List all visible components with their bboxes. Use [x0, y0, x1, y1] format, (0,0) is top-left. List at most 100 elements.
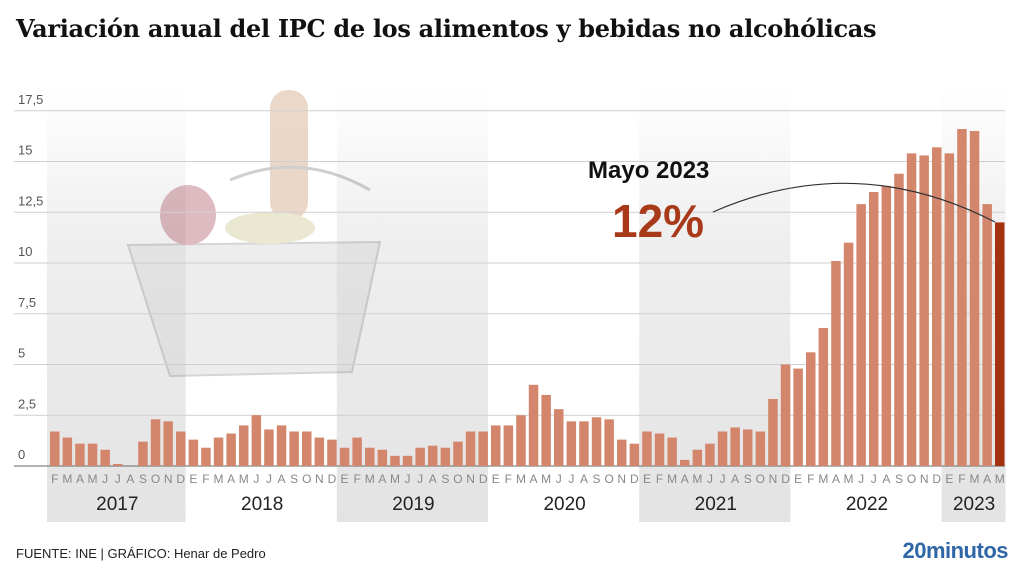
- bar-2019-A: [428, 445, 438, 466]
- month-label: F: [202, 472, 209, 486]
- bar-2019-O: [453, 441, 463, 466]
- month-label: A: [530, 472, 538, 486]
- bar-2023-F: [957, 129, 967, 466]
- year-label-2023: 2023: [953, 494, 995, 515]
- month-label: A: [731, 472, 739, 486]
- y-tick-label: 10: [18, 244, 32, 259]
- month-label: F: [656, 472, 663, 486]
- bar-2022-A: [831, 260, 841, 466]
- bar-2021-J: [717, 431, 728, 466]
- month-label: A: [681, 472, 689, 486]
- month-label: J: [115, 472, 121, 486]
- bar-2017-S: [138, 441, 148, 466]
- bar-2020-F: [503, 425, 514, 466]
- month-label: E: [945, 472, 953, 486]
- bar-2017-J: [100, 449, 110, 466]
- month-label: J: [568, 472, 574, 486]
- bar-2020-N: [617, 439, 627, 466]
- year-band-2019: [336, 85, 488, 522]
- bar-2020-A: [528, 384, 539, 466]
- bar-2022-O: [906, 153, 917, 466]
- bar-2019-E: [339, 447, 350, 466]
- month-label: S: [441, 472, 449, 486]
- bar-2023-M: [995, 222, 1005, 466]
- month-label: S: [744, 472, 752, 486]
- bar-2018-F: [201, 447, 211, 466]
- bar-2018-E: [188, 439, 199, 466]
- month-label: O: [604, 472, 613, 486]
- bar-2020-A: [579, 421, 589, 466]
- bar-2022-M: [843, 242, 854, 466]
- year-label-2019: 2019: [392, 494, 434, 515]
- y-tick-label: 17,5: [18, 92, 43, 107]
- bar-2019-F: [352, 437, 362, 466]
- month-label: S: [139, 472, 147, 486]
- bar-2021-F: [654, 433, 665, 466]
- bar-2021-N: [768, 399, 778, 466]
- bar-2020-E: [491, 425, 501, 466]
- bar-2022-N: [919, 155, 929, 466]
- source-credit: FUENTE: INE | GRÁFICO: Henar de Pedro: [16, 546, 266, 561]
- month-label: J: [102, 472, 108, 486]
- month-label: M: [390, 472, 400, 486]
- bar-2019-J: [402, 455, 413, 466]
- year-band-2021: [639, 85, 791, 522]
- month-label: M: [995, 472, 1005, 486]
- bar-2022-J: [856, 204, 866, 466]
- bar-2017-A: [75, 443, 85, 466]
- month-label: A: [378, 472, 386, 486]
- month-label: E: [341, 472, 349, 486]
- month-label: J: [556, 472, 562, 486]
- month-label: A: [580, 472, 588, 486]
- month-label: D: [176, 472, 185, 486]
- month-label: D: [328, 472, 337, 486]
- month-label: J: [253, 472, 259, 486]
- bar-2022-F: [806, 352, 816, 466]
- bar-2017-O: [150, 419, 161, 466]
- month-label: M: [214, 472, 224, 486]
- bar-2019-A: [377, 449, 388, 466]
- bar-2018-N: [314, 437, 325, 466]
- year-label-2021: 2021: [695, 494, 737, 515]
- month-label: J: [405, 472, 411, 486]
- bar-2018-D: [327, 439, 337, 466]
- bar-2021-A: [730, 427, 740, 466]
- month-label: J: [707, 472, 713, 486]
- bar-2017-D: [176, 431, 186, 466]
- bar-2021-M: [692, 449, 703, 466]
- month-label: M: [62, 472, 72, 486]
- month-label: F: [505, 472, 512, 486]
- y-tick-label: 2,5: [18, 396, 36, 411]
- month-label: S: [895, 472, 903, 486]
- month-label: D: [781, 472, 790, 486]
- month-label: O: [151, 472, 160, 486]
- month-label: J: [266, 472, 272, 486]
- month-label: M: [692, 472, 702, 486]
- bar-2021-O: [755, 431, 766, 466]
- bar-2020-M: [541, 394, 551, 466]
- bar-2021-A: [680, 459, 690, 466]
- bar-2022-J: [869, 191, 879, 466]
- bar-2020-J: [554, 409, 564, 466]
- bar-2021-J: [705, 443, 715, 466]
- bar-2018-S: [289, 431, 299, 466]
- month-label: N: [920, 472, 929, 486]
- month-label: A: [983, 472, 991, 486]
- basket-handle: [229, 165, 371, 192]
- month-label: S: [290, 472, 298, 486]
- month-label: M: [516, 472, 526, 486]
- brand-logo: 20minutos: [902, 538, 1008, 563]
- month-label: S: [593, 472, 601, 486]
- month-label: J: [858, 472, 864, 486]
- bar-2022-A: [881, 185, 892, 467]
- y-tick-label: 12,5: [18, 193, 43, 208]
- annotation-value: 12%: [612, 195, 704, 247]
- bread-shape: [270, 90, 308, 220]
- month-label: J: [871, 472, 877, 486]
- month-label: N: [617, 472, 626, 486]
- bar-2023-M: [969, 131, 980, 467]
- bar-2019-D: [478, 431, 488, 466]
- month-label: N: [466, 472, 475, 486]
- y-tick-label: 15: [18, 143, 32, 158]
